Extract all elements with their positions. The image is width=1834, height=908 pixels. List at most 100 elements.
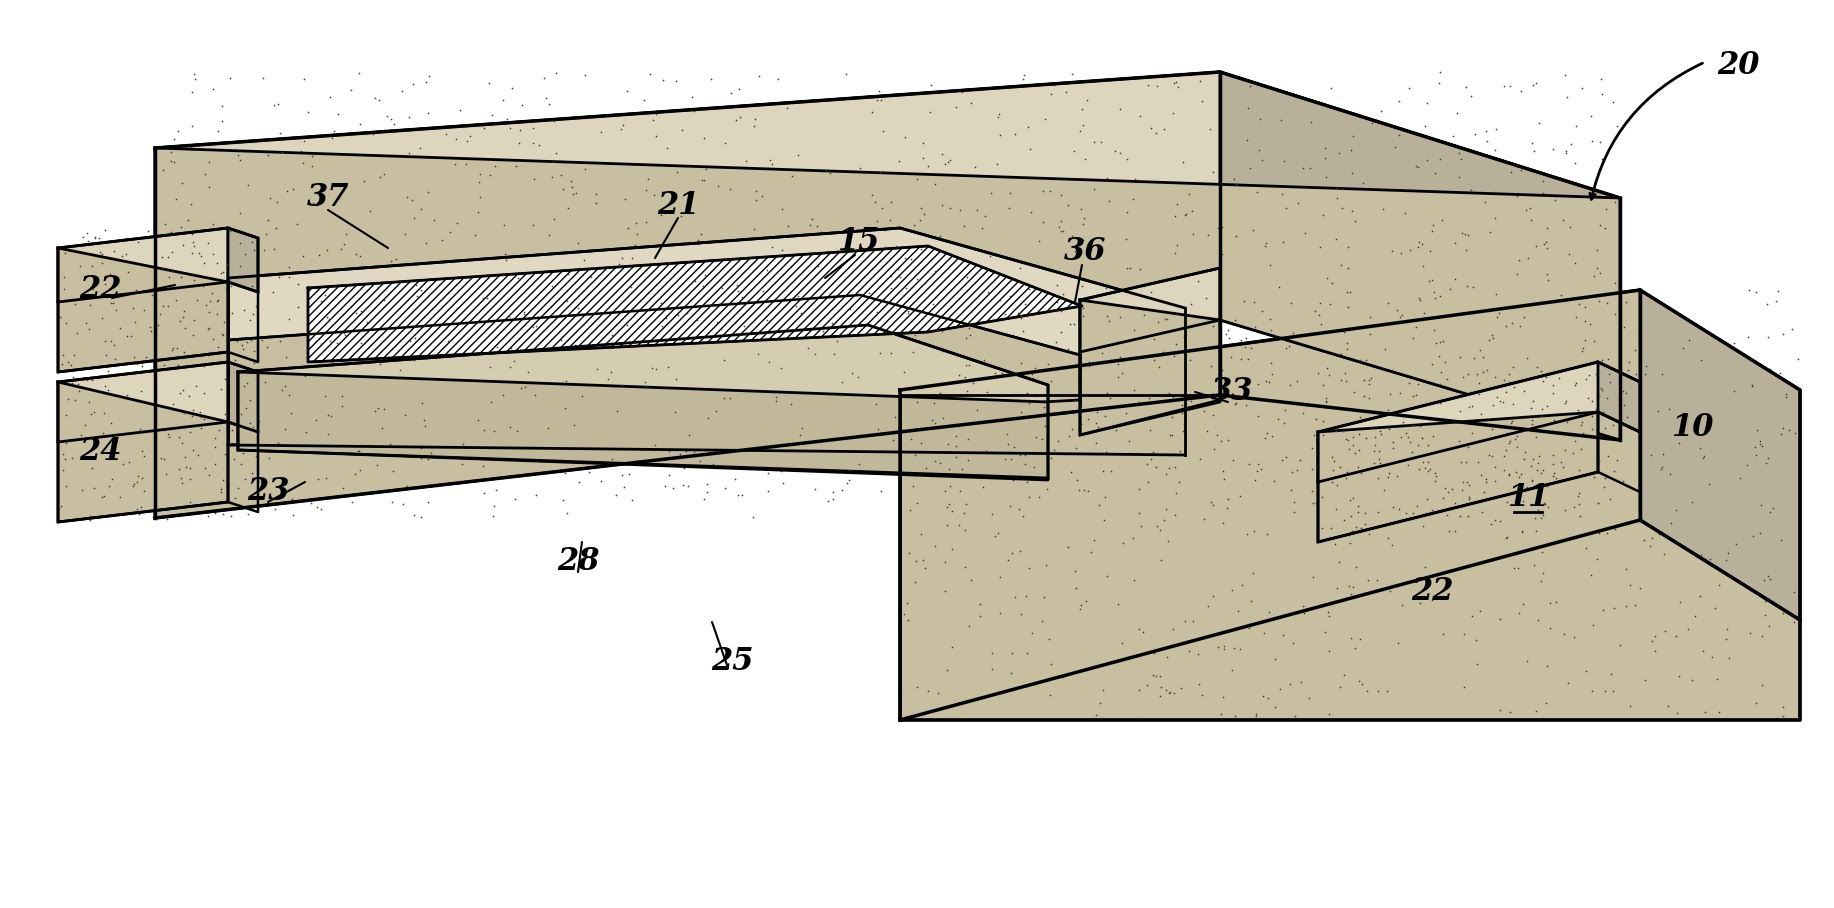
Point <box>1155 386 1185 400</box>
Point <box>1012 646 1042 660</box>
Point <box>800 347 829 361</box>
Point <box>921 263 950 278</box>
Point <box>1489 449 1519 463</box>
Point <box>50 281 79 296</box>
Point <box>503 424 532 439</box>
Point <box>1009 324 1038 339</box>
Point <box>1067 301 1097 315</box>
Point <box>470 485 499 499</box>
Point <box>1106 102 1135 116</box>
Point <box>510 304 539 319</box>
Point <box>956 328 985 342</box>
Point <box>741 192 770 207</box>
Point <box>1159 349 1188 363</box>
Point <box>84 231 114 245</box>
Point <box>99 338 128 352</box>
Point <box>1075 423 1104 438</box>
Point <box>1297 484 1326 498</box>
Point <box>1377 244 1407 259</box>
Point <box>1425 289 1454 303</box>
Point <box>1528 545 1557 559</box>
Point <box>1475 225 1504 240</box>
Point <box>75 298 105 312</box>
Point <box>105 489 134 504</box>
Point <box>66 259 95 273</box>
Point <box>776 396 805 410</box>
Point <box>519 122 548 136</box>
Point <box>99 270 128 284</box>
Point <box>117 301 147 315</box>
Point <box>1214 323 1243 338</box>
Point <box>1476 328 1506 342</box>
Point <box>1740 284 1770 299</box>
Point <box>345 249 374 263</box>
Point <box>255 450 284 465</box>
Point <box>1718 384 1748 399</box>
Point <box>1335 587 1364 601</box>
Point <box>754 483 783 498</box>
Point <box>1209 464 1238 479</box>
Point <box>1768 606 1797 620</box>
Point <box>405 440 435 455</box>
Point <box>1480 211 1509 225</box>
Point <box>442 216 471 231</box>
Point <box>1456 183 1486 197</box>
Point <box>394 110 424 124</box>
Point <box>1465 343 1495 358</box>
Point <box>1247 153 1276 168</box>
Point <box>539 114 569 128</box>
Point <box>757 240 787 254</box>
Point <box>1568 340 1597 355</box>
Point <box>154 430 183 445</box>
Point <box>191 298 220 312</box>
Point <box>1768 327 1797 341</box>
Point <box>1067 102 1097 116</box>
Point <box>127 470 156 485</box>
Point <box>1583 262 1612 276</box>
Point <box>598 328 627 342</box>
Point <box>1166 406 1196 420</box>
Point <box>1317 81 1346 95</box>
Point <box>1042 335 1071 350</box>
Point <box>90 223 119 238</box>
Point <box>48 357 77 371</box>
Point <box>1355 370 1385 385</box>
Point <box>941 429 970 444</box>
Point <box>1355 327 1385 341</box>
Point <box>73 234 103 249</box>
Point <box>1403 160 1432 174</box>
Point <box>1113 152 1143 166</box>
Point <box>935 445 965 459</box>
Point <box>607 122 636 136</box>
Point <box>1526 363 1555 378</box>
Point <box>1102 335 1132 350</box>
Point <box>1599 601 1629 616</box>
Point <box>891 281 921 295</box>
Point <box>1033 558 1062 572</box>
Point <box>1242 708 1271 723</box>
Point <box>1121 172 1150 186</box>
Point <box>721 113 750 127</box>
Point <box>268 383 297 398</box>
Point <box>1333 433 1363 448</box>
Text: 11: 11 <box>1508 482 1550 514</box>
Point <box>831 66 860 81</box>
Point <box>1539 378 1568 392</box>
Point <box>1458 280 1487 294</box>
Point <box>587 125 616 140</box>
Point <box>1267 187 1297 202</box>
Point <box>541 66 570 81</box>
Point <box>609 479 638 494</box>
Point <box>352 315 381 330</box>
Point <box>528 71 558 85</box>
Point <box>1106 310 1135 324</box>
Point <box>1478 398 1508 412</box>
Point <box>1645 527 1674 541</box>
Point <box>314 408 343 422</box>
Point <box>1333 528 1363 542</box>
Point <box>1278 464 1308 479</box>
Point <box>1517 472 1546 487</box>
Point <box>886 270 915 284</box>
Point <box>1680 608 1709 623</box>
Point <box>75 407 105 421</box>
